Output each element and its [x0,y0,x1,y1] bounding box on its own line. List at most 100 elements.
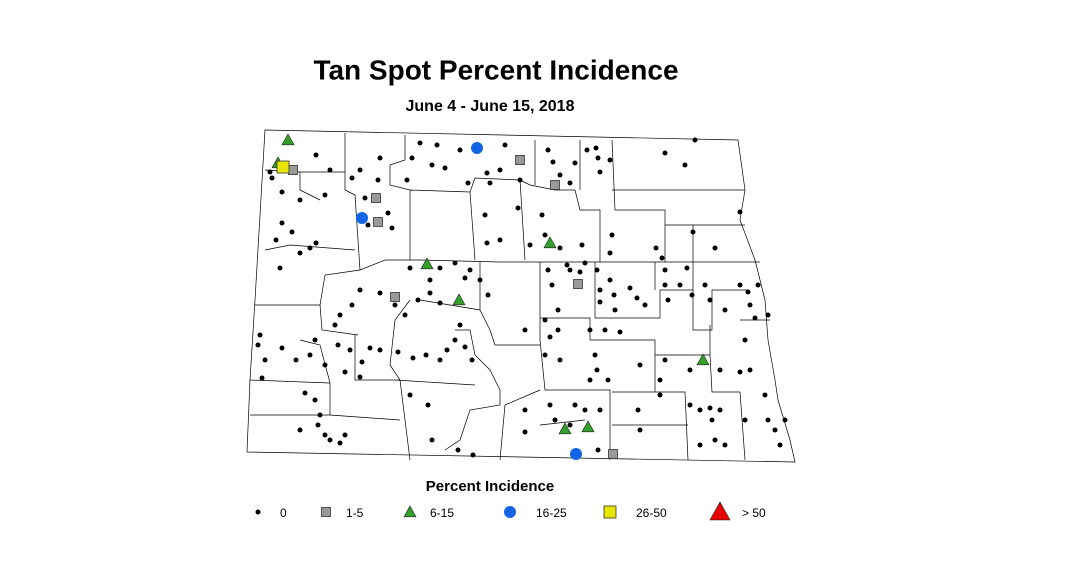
marker-dot [289,229,295,235]
marker-dot [267,169,273,175]
marker-dot [690,229,696,235]
marker-dot [517,177,523,183]
marker-dot [377,347,383,353]
marker-dot [677,282,683,288]
marker-dot [357,167,363,173]
marker-square [608,449,618,459]
marker-dot [434,142,440,148]
marker-dot [611,292,617,298]
marker-dot [347,347,353,353]
marker-dot [452,337,458,343]
marker-dot [437,265,443,271]
marker-dot [385,210,391,216]
marker-dot [262,357,268,363]
marker-dot [482,212,488,218]
marker-dot [279,345,285,351]
marker-dot [662,150,668,156]
marker-dot [567,267,573,273]
marker-dot [349,175,355,181]
marker-dot [612,307,618,313]
marker-dot [395,349,401,355]
marker-dot [572,402,578,408]
marker-dot [437,357,443,363]
marker-dot [782,417,788,423]
marker-circle [471,142,483,154]
marker-circle [356,212,368,224]
marker-square [321,507,331,517]
legend-label: > 50 [742,506,766,520]
marker-square [276,160,290,174]
state-outline [246,129,796,463]
marker-dot [657,377,663,383]
marker-dot [322,362,328,368]
marker-dot [572,160,578,166]
marker-dot [637,427,643,433]
marker-dot [577,269,583,275]
marker-dot [293,357,299,363]
marker-triangle [543,236,557,249]
marker-dot [255,342,261,348]
marker-dot [269,175,275,181]
marker-dot [745,289,751,295]
marker-dot [427,290,433,296]
marker-dot [297,250,303,256]
marker-dot [597,287,603,293]
marker-square [515,155,525,165]
marker-dot [357,374,363,380]
marker-dot [597,299,603,305]
marker-dot [737,369,743,375]
marker-dot [707,297,713,303]
marker-square [373,217,383,227]
marker-dot [747,367,753,373]
marker-dot [594,267,600,273]
marker-dot [545,147,551,153]
marker-dot [425,402,431,408]
legend-label: 26-50 [636,506,667,520]
marker-dot [607,250,613,256]
marker-dot [662,357,668,363]
marker-dot [332,322,338,328]
marker-dot [547,402,553,408]
marker-dot [722,307,728,313]
marker-dot [437,300,443,306]
marker-dot [747,302,753,308]
marker-dot [407,392,413,398]
marker-triangle [281,133,295,146]
marker-dot [362,195,368,201]
marker-square [371,193,381,203]
marker-dot [312,397,318,403]
marker-dot [522,429,528,435]
marker-dot [609,232,615,238]
marker-dot [687,402,693,408]
marker-dot [737,209,743,215]
marker-dot [567,422,573,428]
marker-dot [772,427,778,433]
marker-dot [359,359,365,365]
marker-dot [444,347,450,353]
marker-dot [279,220,285,226]
marker-dot [557,172,563,178]
marker-square [573,279,583,289]
legend-label: 6-15 [430,506,454,520]
marker-dot [587,377,593,383]
marker-dot [762,392,768,398]
marker-dot [465,180,471,186]
marker-dot [337,312,343,318]
marker-dot [607,157,613,163]
marker-dot [297,197,303,203]
marker-dot [497,167,503,173]
marker-dot [542,232,548,238]
marker-dot [637,362,643,368]
marker-dot [312,337,318,343]
map-subtitle: June 4 - June 15, 2018 [406,98,575,115]
marker-dot [737,282,743,288]
marker-dot [702,282,708,288]
legend-label: 16-25 [536,506,567,520]
marker-dot [257,332,263,338]
marker-square [550,180,560,190]
marker-dot [712,245,718,251]
marker-dot [627,285,633,291]
marker-dot [409,155,415,161]
marker-dot [542,352,548,358]
